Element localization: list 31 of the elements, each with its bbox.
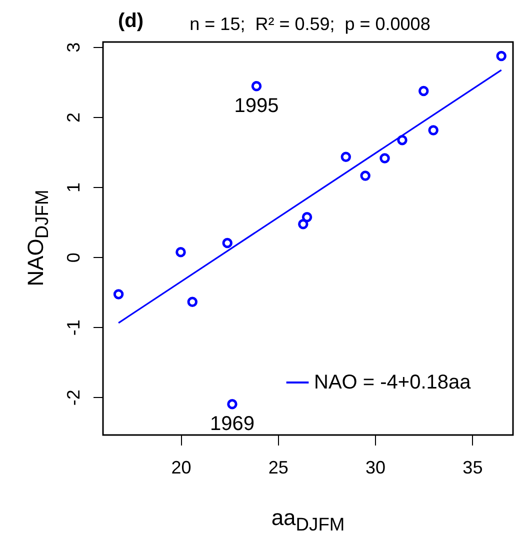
point <box>251 81 262 92</box>
point <box>418 86 429 96</box>
y-tick-label: -2 <box>64 390 84 406</box>
y-tick-label: -1 <box>64 320 84 336</box>
point <box>187 296 198 308</box>
point <box>227 399 238 410</box>
point <box>340 152 352 162</box>
legend-label: NAO = -4+0.18aa <box>314 372 472 394</box>
annotation: 1995 <box>234 95 279 118</box>
chart-title: n = 15; R² = 0.59; p = 0.0008 <box>190 14 430 34</box>
x-tick-label: 35 <box>462 458 483 478</box>
y-tick-label: 3 <box>64 42 84 52</box>
text: (d) <box>118 10 144 33</box>
y-tick-label: 1 <box>64 182 84 193</box>
point <box>176 247 186 258</box>
y-tick-label: 2 <box>64 112 84 122</box>
point <box>380 153 390 164</box>
point <box>496 50 506 62</box>
point <box>222 238 232 248</box>
x-axis-title: aa$_{DJFM}$ <box>270 505 346 536</box>
x-tick-label: 20 <box>171 458 192 478</box>
point <box>298 219 308 230</box>
y-tick-label: 0 <box>64 252 84 263</box>
x-tick-label: 30 <box>366 458 386 478</box>
point <box>302 212 312 222</box>
point <box>113 289 124 300</box>
annotation: 1969 <box>210 413 254 436</box>
point <box>397 134 408 146</box>
point <box>360 170 370 181</box>
point <box>428 125 438 136</box>
x-tick-label: 25 <box>268 458 288 478</box>
